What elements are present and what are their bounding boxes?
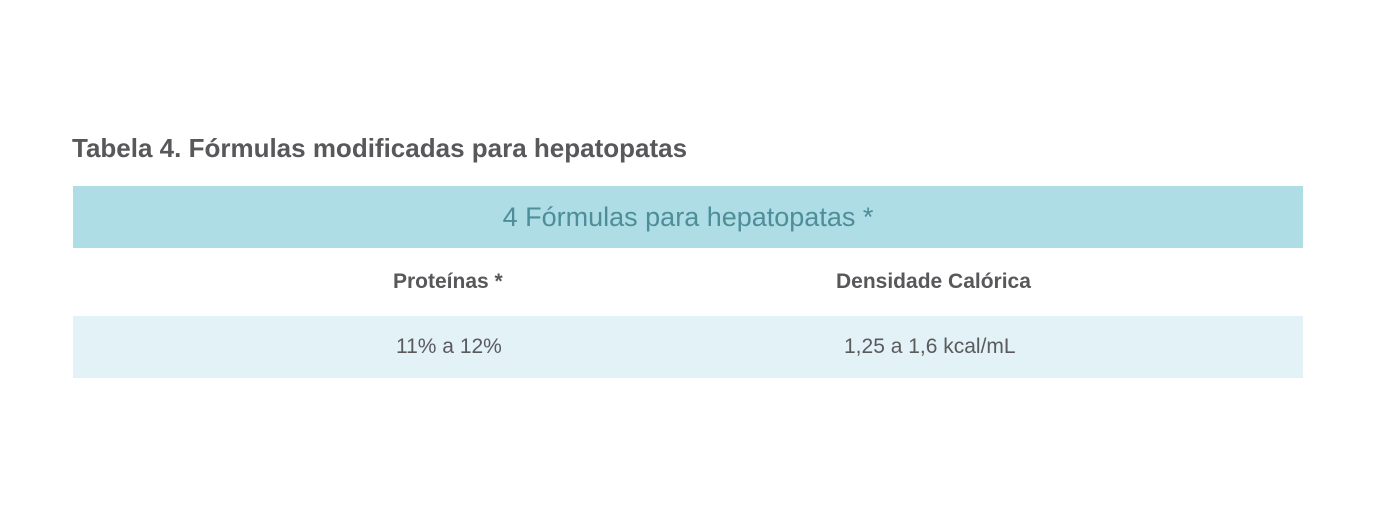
table-banner: 4 Fórmulas para hepatopatas * <box>73 186 1303 248</box>
table-cell-densidade-calorica: 1,25 a 1,6 kcal/mL <box>828 316 1303 378</box>
column-header-label: Proteínas * <box>393 270 503 293</box>
formulas-table: 4 Fórmulas para hepatopatas * Proteínas … <box>73 186 1303 378</box>
table-row: 11% a 12% 1,25 a 1,6 kcal/mL <box>73 316 1303 378</box>
table-cell-proteinas: 11% a 12% <box>73 316 828 378</box>
column-header-proteinas: Proteínas * <box>73 248 828 316</box>
table-cell-value: 1,25 a 1,6 kcal/mL <box>844 335 1016 358</box>
column-header-densidade-calorica: Densidade Calórica <box>828 248 1303 316</box>
table-header-row: Proteínas * Densidade Calórica <box>73 248 1303 316</box>
table-banner-text: 4 Fórmulas para hepatopatas * <box>502 201 874 232</box>
table-caption: Tabela 4. Fórmulas modificadas para hepa… <box>72 133 688 163</box>
table-cell-value: 11% a 12% <box>396 335 502 358</box>
column-header-label: Densidade Calórica <box>836 270 1031 293</box>
